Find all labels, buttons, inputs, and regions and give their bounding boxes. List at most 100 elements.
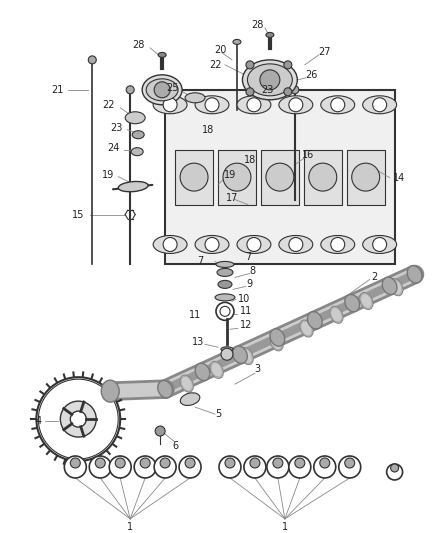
Ellipse shape	[132, 131, 144, 139]
Bar	[261, 150, 299, 205]
Ellipse shape	[360, 293, 373, 310]
Circle shape	[244, 456, 266, 478]
Ellipse shape	[233, 39, 241, 44]
Circle shape	[345, 458, 355, 468]
Ellipse shape	[195, 236, 229, 254]
Circle shape	[267, 456, 289, 478]
Circle shape	[331, 98, 345, 112]
Text: 8: 8	[250, 266, 256, 277]
Text: 18: 18	[202, 125, 214, 135]
Circle shape	[154, 456, 176, 478]
Ellipse shape	[195, 364, 210, 381]
Circle shape	[115, 458, 125, 468]
Text: 1: 1	[282, 522, 288, 532]
Text: 13: 13	[192, 337, 204, 348]
Ellipse shape	[181, 376, 192, 391]
Ellipse shape	[217, 269, 233, 277]
Circle shape	[331, 238, 345, 252]
Ellipse shape	[390, 279, 403, 296]
Ellipse shape	[270, 329, 285, 346]
Text: 23: 23	[110, 123, 122, 133]
Circle shape	[339, 456, 361, 478]
Bar	[218, 150, 256, 205]
Circle shape	[250, 458, 260, 468]
Text: 6: 6	[172, 441, 178, 451]
Ellipse shape	[221, 347, 233, 352]
Text: 21: 21	[51, 85, 64, 95]
Ellipse shape	[266, 33, 274, 37]
Circle shape	[219, 456, 241, 478]
Ellipse shape	[321, 96, 355, 114]
Text: 16: 16	[302, 150, 314, 160]
Ellipse shape	[279, 96, 313, 114]
Circle shape	[387, 464, 403, 480]
Ellipse shape	[240, 348, 253, 365]
Text: 12: 12	[240, 320, 252, 330]
Text: 20: 20	[214, 45, 226, 55]
Circle shape	[71, 458, 80, 468]
Circle shape	[180, 163, 208, 191]
Ellipse shape	[307, 312, 322, 329]
Text: 28: 28	[252, 20, 264, 30]
Text: 2: 2	[371, 272, 378, 282]
Circle shape	[220, 306, 230, 316]
Ellipse shape	[271, 335, 282, 350]
Ellipse shape	[363, 236, 397, 254]
Text: 14: 14	[392, 173, 405, 183]
Circle shape	[155, 426, 165, 436]
Circle shape	[223, 163, 251, 191]
Text: 24: 24	[107, 143, 120, 152]
Text: 9: 9	[247, 279, 253, 289]
Circle shape	[247, 98, 261, 112]
Ellipse shape	[330, 306, 343, 324]
Text: 10: 10	[238, 294, 250, 304]
Circle shape	[64, 456, 86, 478]
Text: 27: 27	[318, 47, 331, 57]
Ellipse shape	[363, 96, 397, 114]
Ellipse shape	[216, 261, 234, 268]
Circle shape	[221, 348, 233, 360]
Circle shape	[391, 464, 399, 472]
Ellipse shape	[345, 294, 360, 312]
Ellipse shape	[131, 148, 143, 156]
Circle shape	[205, 238, 219, 252]
Ellipse shape	[241, 349, 252, 363]
Circle shape	[320, 458, 330, 468]
Ellipse shape	[237, 236, 271, 254]
Circle shape	[160, 458, 170, 468]
Circle shape	[109, 456, 131, 478]
Circle shape	[246, 61, 254, 69]
Circle shape	[205, 98, 219, 112]
Text: 22: 22	[102, 100, 114, 110]
Text: 1: 1	[127, 522, 133, 532]
Text: 28: 28	[132, 40, 145, 50]
Circle shape	[284, 61, 292, 69]
Text: 11: 11	[240, 306, 252, 316]
Ellipse shape	[243, 60, 297, 100]
Text: 26: 26	[306, 70, 318, 80]
FancyArrowPatch shape	[113, 185, 152, 189]
Ellipse shape	[270, 334, 283, 351]
Circle shape	[373, 238, 387, 252]
Circle shape	[126, 86, 134, 94]
Bar	[304, 150, 342, 205]
Circle shape	[295, 458, 305, 468]
Ellipse shape	[211, 363, 222, 377]
Ellipse shape	[153, 96, 187, 114]
Circle shape	[225, 458, 235, 468]
Ellipse shape	[180, 393, 200, 406]
Ellipse shape	[210, 361, 223, 378]
Circle shape	[246, 88, 254, 96]
Ellipse shape	[361, 294, 372, 308]
Circle shape	[352, 163, 380, 191]
Ellipse shape	[153, 236, 187, 254]
Ellipse shape	[233, 346, 247, 364]
Ellipse shape	[331, 308, 342, 322]
Ellipse shape	[146, 79, 178, 101]
Text: 23: 23	[262, 85, 274, 95]
Circle shape	[289, 456, 311, 478]
Ellipse shape	[158, 52, 166, 58]
Text: 7: 7	[245, 253, 251, 262]
Bar	[347, 150, 385, 205]
Circle shape	[134, 456, 156, 478]
